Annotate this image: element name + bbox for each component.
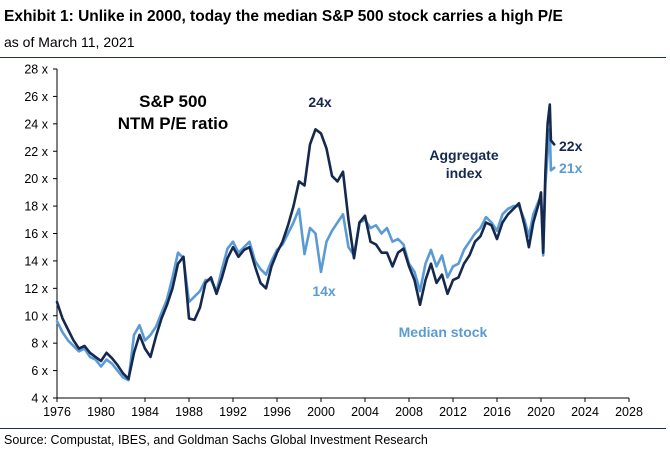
y-tick-label: 24 x bbox=[24, 117, 48, 131]
exhibit-subtitle: as of March 11, 2021 bbox=[4, 34, 135, 50]
chart-annotations: S&P 500 NTM P/E ratio 24x 14x Aggregate … bbox=[118, 92, 583, 340]
median-stock-label: Median stock bbox=[399, 324, 488, 340]
y-tick-label: 20 x bbox=[24, 172, 48, 186]
x-tick-label: 2024 bbox=[571, 405, 599, 419]
chart-title-line1: S&P 500 bbox=[139, 92, 207, 111]
x-tick-label: 1992 bbox=[219, 405, 247, 419]
pe-ratio-chart: 4 x 6 x 8 x 10 x 12 x 14 x 16 x 18 x 20 x 22 x 24 … bbox=[24, 63, 643, 420]
bottom-rule bbox=[0, 428, 666, 429]
y-tick-label: 10 x bbox=[24, 309, 48, 323]
median-end-label: 21x bbox=[559, 160, 583, 176]
x-tick-label: 1996 bbox=[263, 405, 291, 419]
peak-2000-label: 24x bbox=[308, 94, 332, 110]
x-tick-label: 2016 bbox=[483, 405, 511, 419]
y-tick-label: 6 x bbox=[31, 364, 48, 378]
y-tick-label: 16 x bbox=[24, 227, 48, 241]
y-tick-label: 26 x bbox=[24, 90, 48, 104]
aggregate-label-line2: index bbox=[446, 165, 483, 181]
median-stock-line bbox=[55, 128, 556, 382]
chart-axes: 4 x 6 x 8 x 10 x 12 x 14 x 16 x 18 x 20 x 22 x 24 … bbox=[24, 63, 643, 420]
aggregate-end-label: 22x bbox=[559, 138, 583, 154]
top-rule bbox=[0, 57, 666, 58]
x-tick-label: 1984 bbox=[131, 405, 159, 419]
aggregate-label-line1: Aggregate bbox=[429, 147, 498, 163]
x-tick-label: 2012 bbox=[439, 405, 467, 419]
y-tick-label: 14 x bbox=[24, 254, 48, 268]
x-tick-label: 2020 bbox=[527, 405, 555, 419]
x-tick-label: 2000 bbox=[307, 405, 335, 419]
aggregate-index-line bbox=[55, 103, 556, 381]
exhibit-title: Exhibit 1: Unlike in 2000, today the med… bbox=[4, 8, 563, 25]
y-tick-label: 22 x bbox=[24, 145, 48, 159]
chart-series bbox=[55, 103, 556, 382]
source-note: Source: Compustat, IBES, and Goldman Sac… bbox=[4, 433, 428, 447]
x-tick-label: 1980 bbox=[87, 405, 115, 419]
y-tick-label: 18 x bbox=[24, 200, 48, 214]
chart-title-line2: NTM P/E ratio bbox=[118, 114, 229, 133]
x-tick-label: 2008 bbox=[395, 405, 423, 419]
x-tick-label: 2028 bbox=[615, 405, 643, 419]
trough-2000-label: 14x bbox=[312, 283, 336, 299]
x-tick-label: 1988 bbox=[175, 405, 203, 419]
y-tick-label: 8 x bbox=[31, 337, 48, 351]
y-tick-label: 28 x bbox=[24, 63, 48, 77]
y-tick-label: 4 x bbox=[31, 392, 48, 406]
y-tick-label: 12 x bbox=[24, 282, 48, 296]
x-tick-label: 2004 bbox=[351, 405, 379, 419]
x-tick-label: 1976 bbox=[43, 405, 71, 419]
